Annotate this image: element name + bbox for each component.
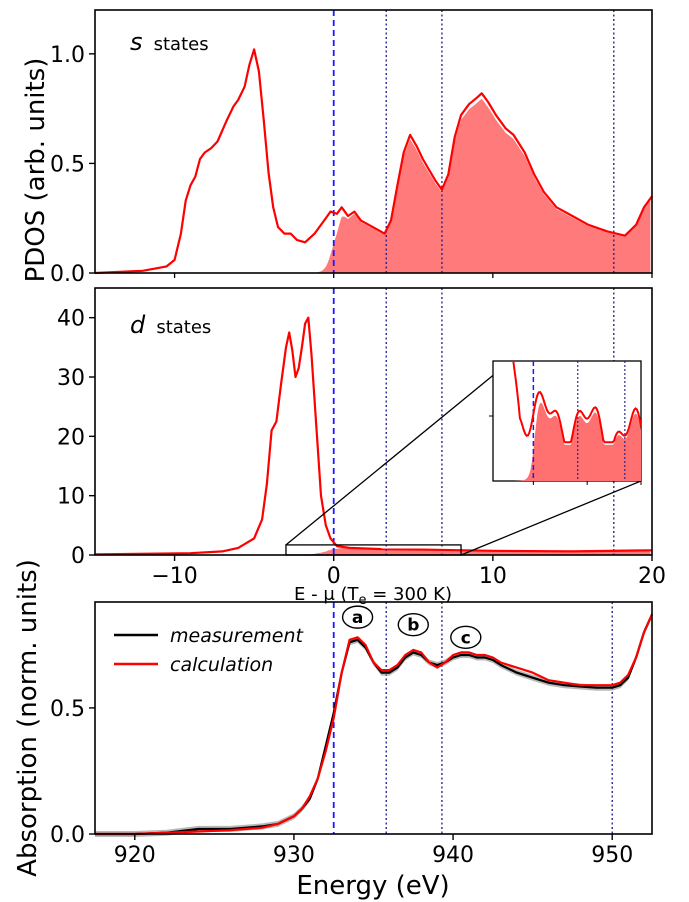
xtick-label: 0 bbox=[327, 564, 341, 589]
ytick-label: 40 bbox=[57, 307, 85, 332]
peak-marker-circle bbox=[341, 605, 374, 629]
inset-occupied-area bbox=[493, 402, 641, 481]
legend-label: calculation bbox=[170, 654, 273, 676]
absorption-annotations: a b c bbox=[341, 605, 482, 650]
absorption-xlabel: Energy (eV) bbox=[296, 871, 449, 901]
absorption-ylabel: Absorption (norm. units) bbox=[13, 559, 43, 877]
pdos-curve bbox=[94, 48, 653, 275]
d-states-panel: 0 10 20 30 40 −10 0 10 20 d states bbox=[57, 287, 666, 589]
ytick-label: 0.0 bbox=[50, 823, 85, 848]
absorption-panel: 0.0 0.5 920 930 940 950 a b c measurement calcu… bbox=[50, 601, 654, 868]
inset-connector-line bbox=[460, 480, 642, 556]
s-states-label: s states bbox=[130, 28, 209, 56]
inset-plot bbox=[493, 361, 641, 481]
xtick-label: −10 bbox=[151, 564, 197, 589]
s-states-yticks: 0.0 0.5 1.0 bbox=[50, 43, 653, 287]
peak-marker-label: a bbox=[352, 608, 363, 628]
ytick-label: 1.0 bbox=[50, 43, 85, 68]
peak-marker-label: b bbox=[407, 616, 419, 636]
peak-marker-circle bbox=[397, 612, 429, 637]
absorption-content bbox=[95, 602, 654, 837]
legend-label: measurement bbox=[170, 625, 305, 647]
occupied-states-area bbox=[309, 98, 651, 273]
absorption-yticks: 0.0 0.5 bbox=[50, 697, 95, 848]
s-states-content bbox=[94, 10, 653, 275]
ytick-label: 20 bbox=[57, 425, 85, 450]
d-states-xticks: −10 0 10 20 bbox=[151, 555, 666, 589]
absorption-legend: measurement calculation bbox=[114, 625, 305, 676]
d-states-label: d states bbox=[130, 311, 211, 339]
d-states-yticks: 0 10 20 30 40 bbox=[57, 307, 95, 569]
s-states-axes-frame bbox=[94, 9, 653, 274]
s-states-panel: 0.0 0.5 1.0 s states bbox=[50, 9, 653, 287]
inset-pdos-curve bbox=[512, 361, 641, 444]
ytick-label: 0.0 bbox=[50, 262, 85, 287]
pdos-ylabel: PDOS (arb. units) bbox=[21, 58, 51, 283]
peak-marker-circle bbox=[450, 625, 482, 650]
xtick-label: 950 bbox=[591, 843, 633, 868]
xtick-label: 930 bbox=[273, 843, 315, 868]
absorption-axes-frame bbox=[94, 601, 653, 835]
xtick-label: 920 bbox=[114, 843, 156, 868]
inset-connector-line bbox=[285, 374, 494, 546]
ytick-label: 0.5 bbox=[50, 152, 85, 177]
xtick-label: 10 bbox=[479, 564, 507, 589]
d-states-inset bbox=[285, 360, 642, 556]
ytick-label: 30 bbox=[57, 366, 85, 391]
pdos-curve bbox=[94, 316, 653, 556]
measurement-curve bbox=[95, 614, 654, 836]
ytick-label: 10 bbox=[57, 485, 85, 510]
xtick-label: 20 bbox=[638, 564, 666, 589]
ytick-label: 0 bbox=[71, 544, 85, 569]
measurement-uncertainty-band bbox=[95, 611, 652, 837]
absorption-xticks: 920 930 940 950 bbox=[114, 834, 633, 868]
peak-marker-label: c bbox=[461, 628, 471, 648]
calculation-curve bbox=[95, 614, 654, 836]
ytick-label: 0.5 bbox=[50, 697, 85, 722]
inset-source-box bbox=[285, 544, 462, 556]
xtick-label: 940 bbox=[432, 843, 474, 868]
energy-relative-xlabel: E - μ (Te = 300 K) bbox=[294, 584, 452, 608]
d-states-content bbox=[94, 288, 653, 556]
